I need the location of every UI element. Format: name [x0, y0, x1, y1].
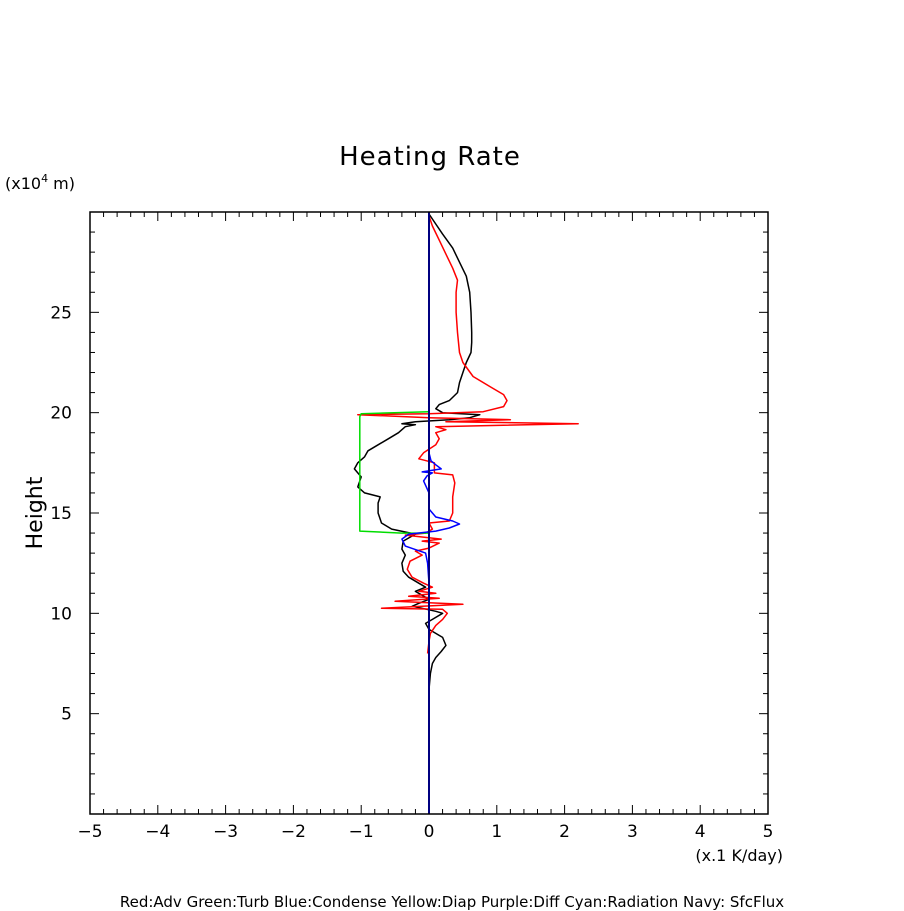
y-tick-label: 25 — [50, 303, 72, 323]
y-unit-exponent: 4 — [41, 172, 48, 185]
y-unit-prefix: (x10 — [5, 174, 41, 193]
y-unit-label: (x104 m) — [5, 172, 75, 193]
x-tick-label: −5 — [77, 822, 102, 842]
y-axis-label: Height — [23, 476, 48, 549]
y-unit-suffix: m) — [48, 174, 75, 193]
x-tick-label: 5 — [763, 822, 774, 842]
chart-title: Heating Rate — [339, 142, 521, 172]
plot-frame — [89, 211, 769, 815]
x-tick-label: 1 — [491, 822, 502, 842]
series-line-total — [353, 213, 481, 690]
series-layer — [353, 212, 579, 814]
x-tick-label: 4 — [695, 822, 706, 842]
y-tick-label: 20 — [50, 404, 72, 424]
series-line-red-adv — [357, 215, 579, 654]
y-tick-label: 5 — [61, 705, 72, 725]
series-legend: Red:Adv Green:Turb Blue:Condense Yellow:… — [119, 893, 785, 911]
y-tick-label: 15 — [50, 504, 72, 524]
x-tick-label: 2 — [559, 822, 570, 842]
x-tick-label: 3 — [627, 822, 638, 842]
x-tick-label: −3 — [213, 822, 238, 842]
x-tick-label: −4 — [145, 822, 170, 842]
y-tick-label: 10 — [50, 604, 72, 624]
series-line-green-turb — [359, 410, 430, 534]
x-tick-label: 0 — [424, 822, 435, 842]
series-line-blue-condense — [401, 412, 461, 584]
axis-tick-labels: −5 −4 −3 −2 −1 0 1 2 3 4 5 5 10 15 20 25 — [50, 303, 773, 842]
x-tick-label: −2 — [281, 822, 306, 842]
x-axis-label: (x.1 K/day) — [695, 846, 783, 865]
x-tick-label: −1 — [349, 822, 374, 842]
